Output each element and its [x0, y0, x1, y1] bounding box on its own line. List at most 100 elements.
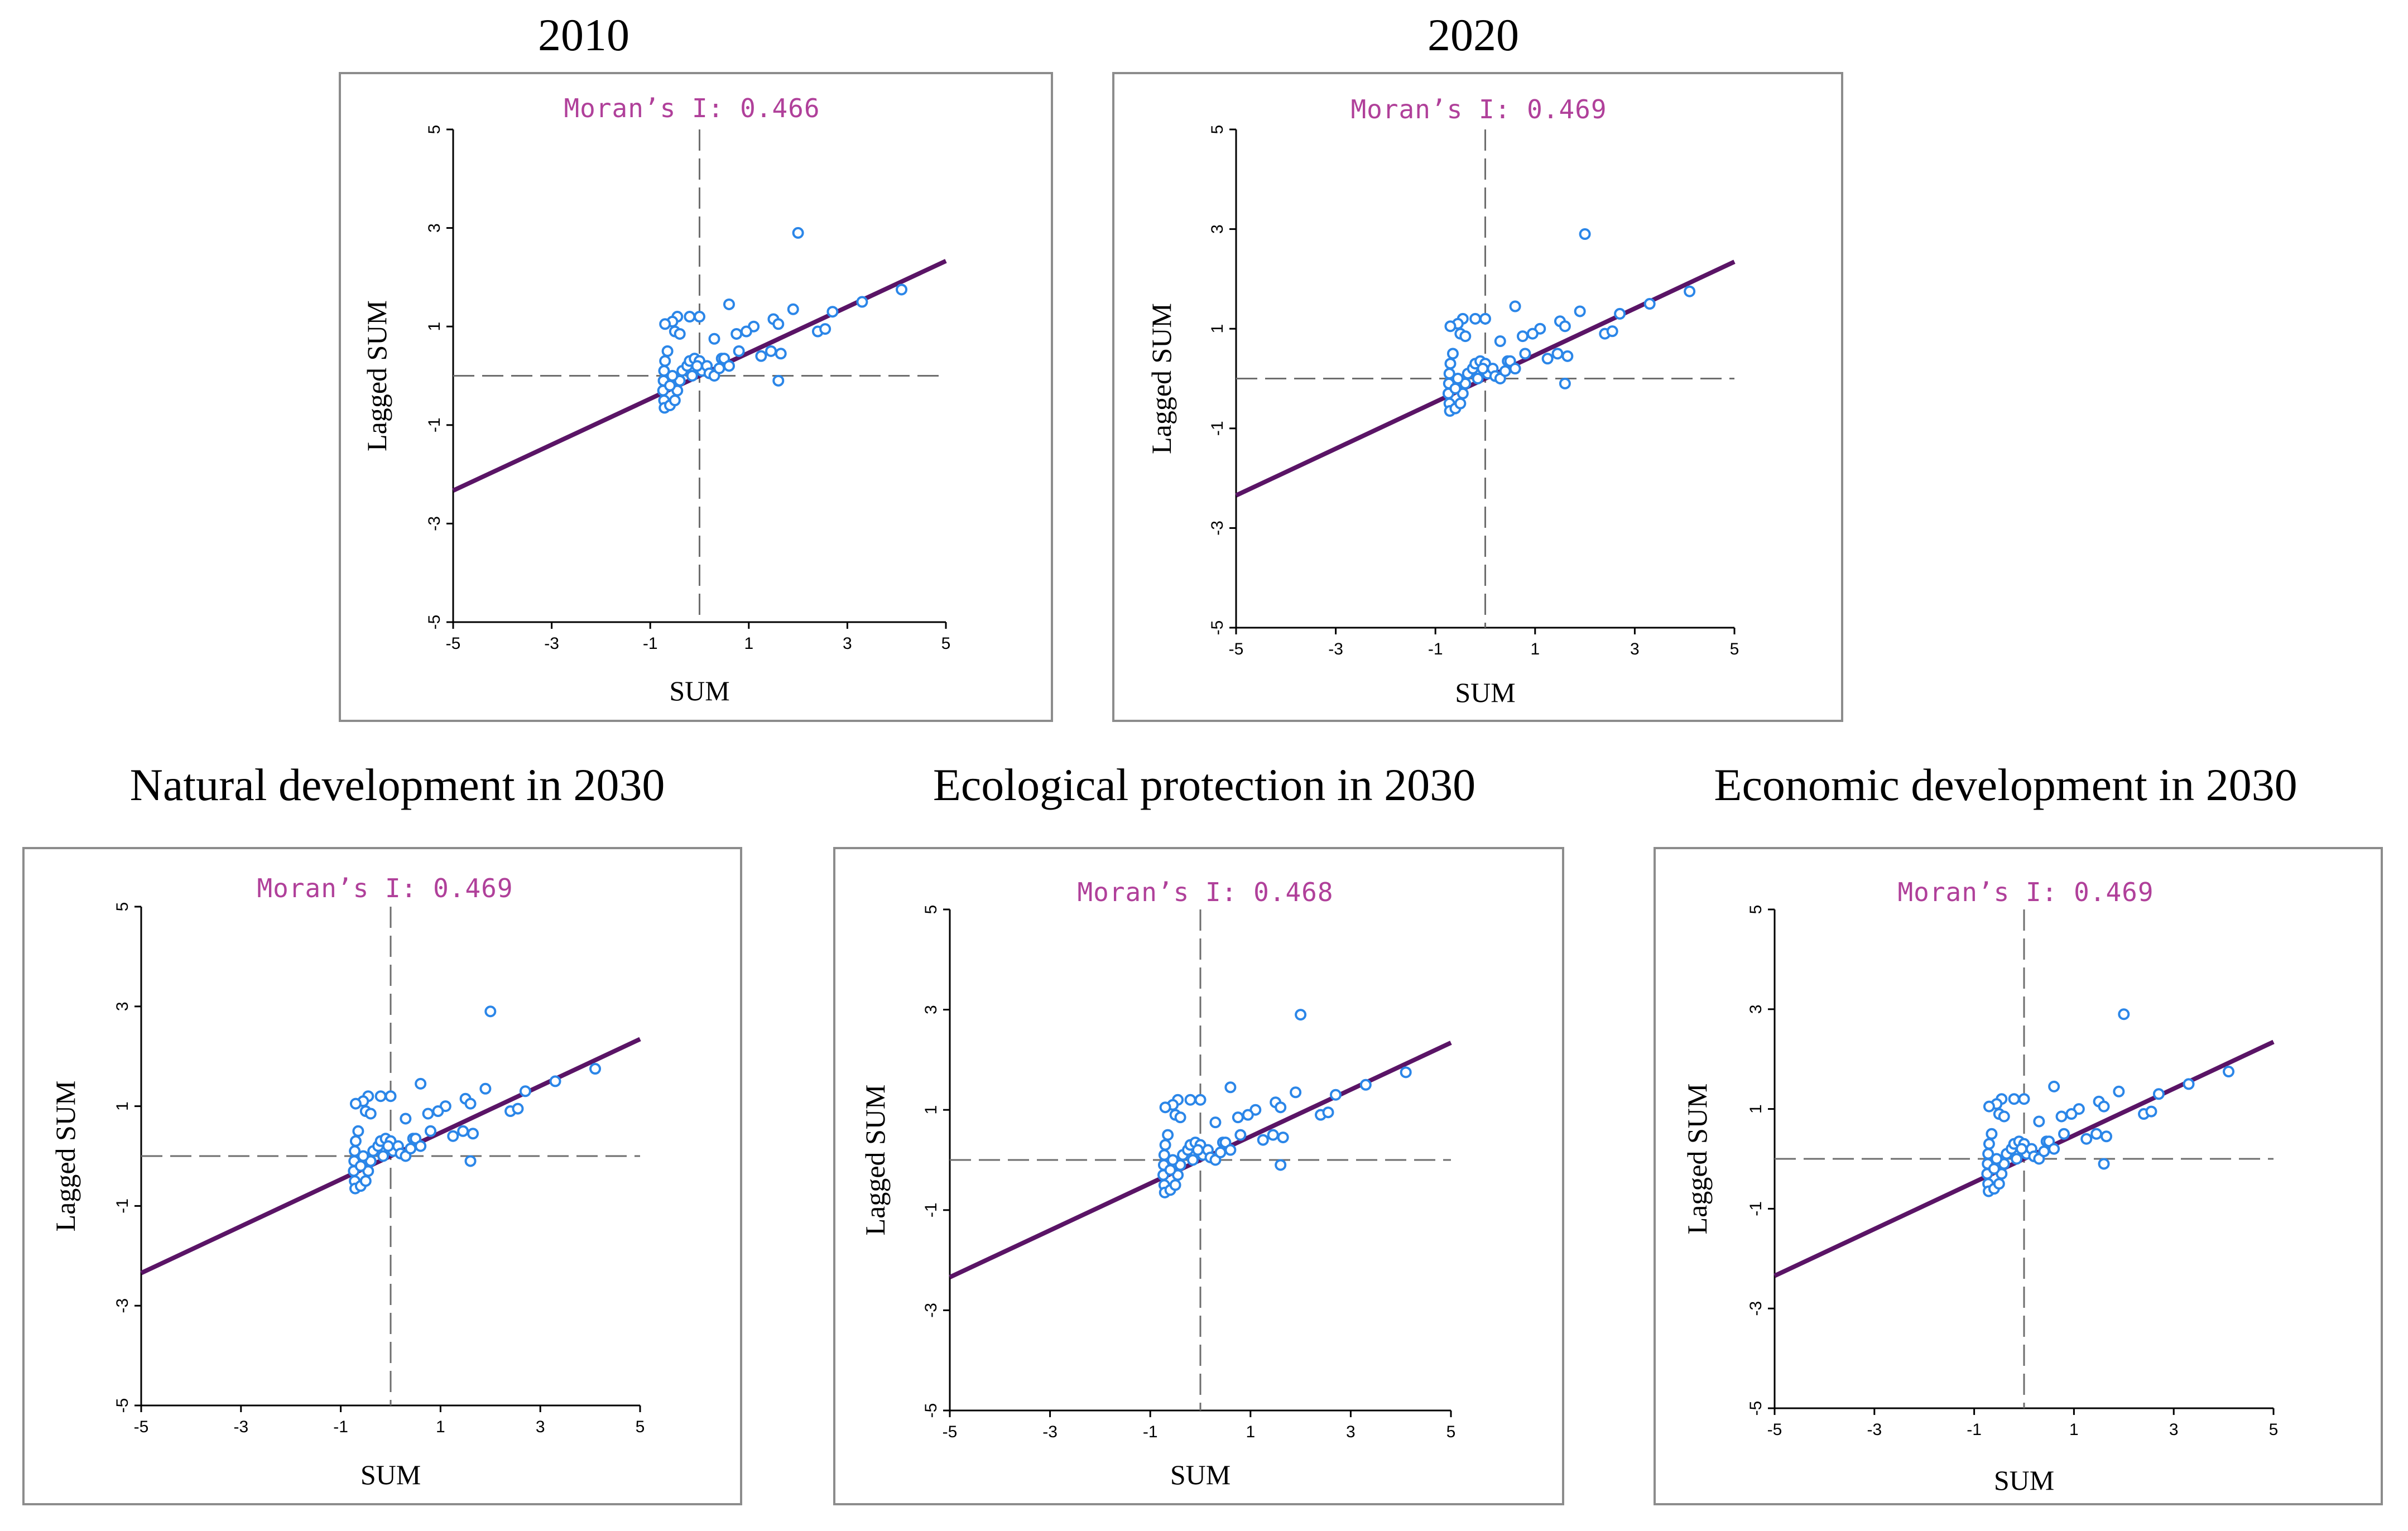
y-axis-title: Lagged SUM	[361, 300, 392, 451]
panel-frame-2020	[1112, 72, 1843, 722]
data-point	[374, 1090, 387, 1102]
y-axis-title: Lagged SUM	[859, 1085, 891, 1236]
y-tick-label: 5	[1208, 125, 1227, 134]
x-tick-label: 5	[2269, 1421, 2279, 1439]
data-point	[1159, 1101, 1171, 1114]
y-tick-label: -1	[425, 417, 444, 432]
data-point	[1164, 1164, 1176, 1176]
data-point	[775, 348, 787, 360]
data-point	[464, 1097, 477, 1110]
data-point	[1322, 1106, 1334, 1119]
data-point	[2055, 1110, 2068, 1123]
data-point	[1275, 1101, 1287, 1114]
data-point	[1991, 1153, 2003, 1165]
data-point	[2145, 1105, 2157, 1118]
data-point	[723, 298, 735, 310]
panel-title-ecological: Ecological protection in 2030	[933, 759, 1476, 810]
x-tick-label: 3	[536, 1418, 545, 1436]
data-point	[589, 1063, 602, 1075]
panel-frame-ecological	[833, 847, 1564, 1505]
data-point	[686, 370, 698, 382]
data-point	[723, 360, 735, 372]
data-point	[1234, 1129, 1247, 1141]
data-point	[1290, 1086, 1302, 1099]
data-point	[364, 1108, 377, 1120]
data-point	[1986, 1128, 1998, 1140]
x-tick-label: -1	[1143, 1423, 1158, 1441]
data-point	[1988, 1163, 2000, 1175]
y-axis-title: Lagged SUM	[50, 1081, 81, 1232]
x-tick-label: -3	[1867, 1421, 1882, 1439]
data-point	[1459, 330, 1472, 343]
data-point	[1983, 1100, 1995, 1113]
panel-title-2010: 2010	[538, 9, 629, 60]
x-tick-label: -5	[1229, 640, 1244, 658]
data-point	[730, 328, 743, 340]
data-point	[1516, 330, 1529, 343]
y-tick-label: -3	[922, 1303, 940, 1318]
data-point	[349, 1097, 362, 1110]
x-tick-label: 3	[1630, 640, 1640, 658]
panel-frame-natural	[22, 847, 742, 1505]
x-tick-label: -5	[134, 1418, 149, 1436]
data-point	[2048, 1143, 2060, 1155]
y-tick-label: 3	[113, 1002, 132, 1011]
data-point	[2101, 1130, 2113, 1143]
data-point	[1359, 1079, 1372, 1091]
x-tick-label: -5	[446, 634, 461, 653]
morans-i-label: Moran’s I: 0.468	[1077, 877, 1333, 907]
data-point	[1275, 1159, 1287, 1171]
data-point	[659, 318, 671, 330]
y-tick-label: -5	[1747, 1401, 1765, 1416]
data-point	[2118, 1008, 2130, 1020]
data-point	[819, 323, 831, 335]
data-point	[1574, 305, 1586, 317]
data-point	[425, 1125, 437, 1137]
panel-title-2020: 2020	[1428, 9, 1519, 60]
x-tick-label: -3	[544, 634, 559, 653]
x-tick-label: -3	[1042, 1423, 1058, 1441]
x-tick-label: 1	[2069, 1421, 2079, 1439]
data-point	[2098, 1158, 2110, 1170]
data-point	[1998, 1110, 2010, 1123]
data-point	[1224, 1144, 1237, 1156]
data-point	[2038, 1145, 2050, 1158]
data-point	[415, 1140, 427, 1152]
y-axis-title: Lagged SUM	[1146, 303, 1177, 454]
y-tick-label: -5	[425, 615, 444, 630]
data-point	[1295, 1009, 1307, 1021]
y-tick-label: 5	[922, 905, 940, 914]
x-tick-label: -1	[1967, 1421, 1982, 1439]
data-point	[2080, 1133, 2093, 1145]
x-tick-label: 5	[941, 634, 951, 653]
y-tick-label: -3	[425, 516, 444, 531]
data-point	[1643, 298, 1656, 310]
data-point	[1174, 1111, 1186, 1124]
data-point	[464, 1155, 477, 1167]
data-point	[1614, 307, 1626, 320]
y-tick-label: 3	[922, 1005, 940, 1014]
y-axis-title: Lagged SUM	[1681, 1084, 1713, 1235]
y-tick-label: 5	[113, 902, 132, 912]
data-point	[512, 1102, 524, 1115]
y-tick-label: 3	[425, 223, 444, 233]
data-point	[1224, 1081, 1237, 1094]
data-point	[1469, 312, 1482, 325]
data-point	[549, 1075, 561, 1087]
y-tick-label: 1	[113, 1101, 132, 1111]
panel-frame-2010	[339, 72, 1053, 722]
data-point	[708, 333, 720, 345]
data-point	[1449, 382, 1462, 394]
data-point	[1983, 1138, 1995, 1150]
y-tick-label: -1	[1208, 421, 1227, 436]
x-tick-label: -3	[1328, 640, 1343, 658]
data-point	[1400, 1066, 1412, 1079]
data-point	[1561, 350, 1574, 362]
x-tick-label: 3	[1346, 1423, 1356, 1441]
morans-i-label: Moran’s I: 0.469	[1897, 877, 2154, 907]
data-point	[1541, 353, 1554, 365]
